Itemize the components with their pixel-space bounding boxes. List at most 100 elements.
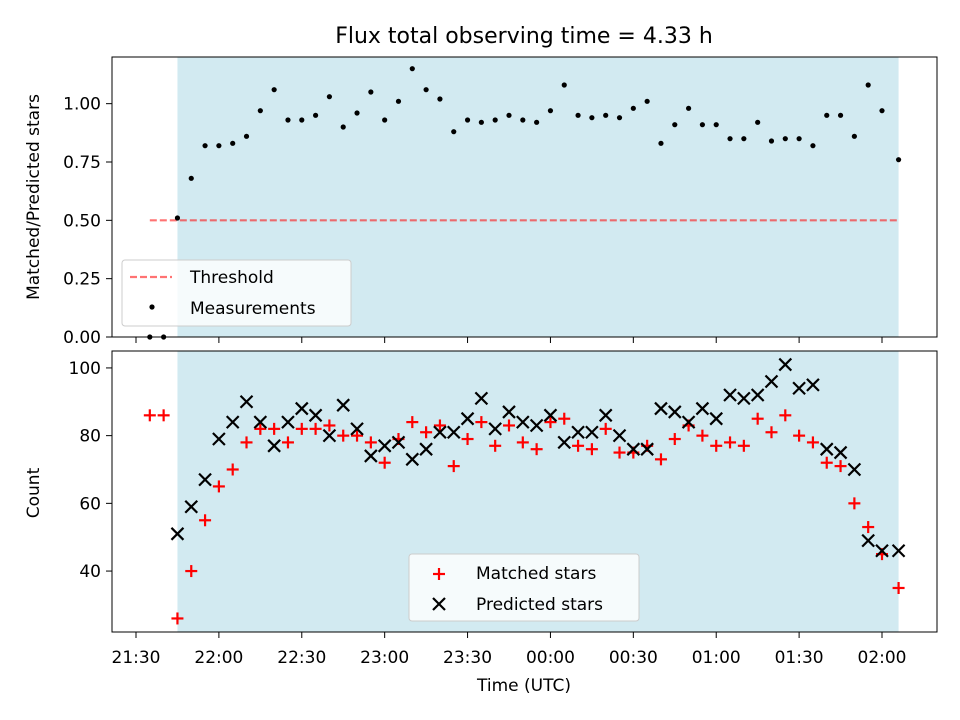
measurement-point [520,117,526,123]
predicted-star-point [695,401,710,416]
predicted-star-point [847,462,862,477]
bottom-legend: Matched stars Predicted stars [408,553,640,622]
matched-star-point [793,429,806,442]
predicted-star-point [654,401,668,416]
measurement-point [271,87,277,93]
matched-star-point [779,409,792,422]
legend-measurements-label: Measurements [190,299,316,319]
matched-star-point [668,433,681,446]
measurement-point [395,98,402,104]
matched-star-point [834,460,847,473]
measurement-point [506,112,512,118]
predicted-star-point [543,408,558,423]
bottom-y-axis-label: Count [24,467,44,518]
matched-star-point [323,419,336,432]
predicted-star-point [294,401,309,416]
matched-star-point [892,581,905,594]
top-ytick-label: 0.00 [63,328,101,348]
matched-star-point [751,412,764,425]
matched-star-point [696,429,709,442]
matched-star-point [254,422,267,435]
measurement-point [423,87,429,93]
predicted-star-point [516,415,530,429]
predicted-star-point [350,422,364,436]
predicted-star-point [598,408,613,423]
measurement-point [879,108,885,114]
legend-matched-swatch [433,568,445,580]
predicted-star-point [612,428,627,443]
matched-star-point [572,439,585,452]
measurement-point [299,117,305,123]
measurement-point [478,119,484,125]
legend-threshold-label: Threshold [189,268,274,288]
measurement-point [354,110,360,116]
measurement-point [534,119,540,125]
bottom-plot: 40 60 80 100 21:30 22:00 22:30 23:00 23:30 00:00… [24,350,938,696]
measurement-point [658,140,664,146]
predicted-star-point [571,425,585,440]
top-axes-frame [111,56,938,338]
measurement-point [589,115,595,121]
measurement-point [382,117,388,123]
matched-star-point [212,480,225,493]
predicted-star-point [750,388,765,402]
matched-star-point [724,436,737,449]
matched-star-point [268,422,281,435]
measurement-point [685,105,692,111]
measurement-point [851,133,857,139]
measurement-point [796,136,802,142]
measurement-point [340,124,346,130]
measurement-point [895,157,902,163]
matched-star-point [820,456,833,469]
top-legend: Threshold Measurements [121,259,352,327]
matched-star-point [157,409,170,422]
predicted-star-point [364,449,378,463]
predicted-star-point [557,435,572,450]
predicted-star-point [778,357,793,372]
top-y-axis-label: Matched/Predicted stars [24,94,44,300]
measurement-point [368,89,374,95]
top-ytick-label: 0.50 [63,211,101,231]
measurement-point [409,66,415,72]
measurement-point [547,108,554,114]
predicted-star-point [488,422,502,436]
predicted-star-point [737,391,751,406]
xtick-label: 21:30 [112,648,161,668]
measurement-point [464,117,471,123]
bottom-legend-box [408,553,640,622]
predicted-star-point [198,472,212,487]
bottom-axes-frame [111,350,938,633]
predicted-star-point [764,374,779,389]
matched-star-point [226,463,239,476]
bottom-ytick-label: 40 [79,562,101,582]
measurement-point [285,117,291,123]
predicted-star-point [709,411,724,426]
predicted-star-point [640,442,654,456]
measurement-point [616,115,623,121]
x-axis-label: Time (UTC) [476,676,571,696]
matched-star-point [185,565,198,578]
matched-star-point [765,426,778,439]
predicted-star-point [819,442,834,456]
measurement-point [672,122,678,128]
matched-star-point [737,439,750,452]
predicted-star-point [861,533,875,548]
measurement-point [865,82,871,88]
measurement-point [630,105,636,111]
predicted-star-point [529,418,544,433]
bottom-ytick-label: 100 [69,359,101,379]
top-ytick-label: 1.00 [63,95,101,115]
predicted-star-point [405,452,420,467]
matched-star-point [420,426,433,439]
xtick-label: 01:30 [775,648,824,668]
measurement-point [202,143,208,149]
matched-star-point [516,436,529,449]
measurement-point [437,96,443,102]
matched-star-point [171,612,184,625]
matched-star-point [599,422,612,435]
measurement-point [243,133,250,139]
predicted-star-point [267,439,281,453]
xtick-label: 23:30 [443,648,492,668]
measurement-point [741,136,747,142]
matched-star-point [489,439,502,452]
